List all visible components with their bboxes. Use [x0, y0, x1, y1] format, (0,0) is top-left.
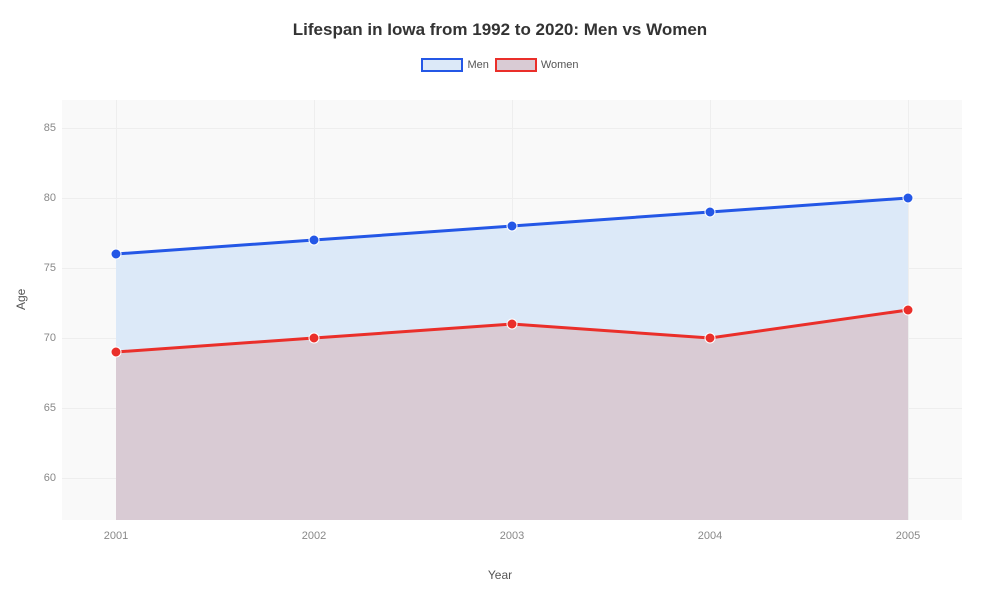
x-tick-label: 2001 [104, 530, 128, 542]
marker-women [111, 347, 121, 357]
y-tick-label: 65 [28, 402, 56, 414]
marker-women [309, 333, 319, 343]
y-tick-label: 70 [28, 332, 56, 344]
y-tick-label: 60 [28, 472, 56, 484]
x-tick-label: 2005 [896, 530, 920, 542]
legend-label-women: Women [541, 59, 579, 71]
y-tick-label: 80 [28, 192, 56, 204]
marker-men [309, 235, 319, 245]
x-tick-label: 2004 [698, 530, 722, 542]
marker-women [507, 319, 517, 329]
chart-title: Lifespan in Iowa from 1992 to 2020: Men … [0, 0, 1000, 40]
legend-swatch-men [421, 58, 463, 72]
y-axis-title: Age [14, 289, 28, 310]
x-tick-label: 2003 [500, 530, 524, 542]
chart-container: Lifespan in Iowa from 1992 to 2020: Men … [0, 0, 1000, 600]
x-tick-label: 2002 [302, 530, 326, 542]
x-axis-title: Year [0, 568, 1000, 582]
y-tick-label: 85 [28, 122, 56, 134]
legend-label-men: Men [467, 59, 488, 71]
legend-item-women: Women [495, 58, 579, 72]
legend: Men Women [0, 58, 1000, 72]
marker-men [507, 221, 517, 231]
chart-svg [62, 100, 962, 520]
marker-women [705, 333, 715, 343]
marker-men [111, 249, 121, 259]
marker-women [903, 305, 913, 315]
marker-men [705, 207, 715, 217]
legend-item-men: Men [421, 58, 488, 72]
marker-men [903, 193, 913, 203]
legend-swatch-women [495, 58, 537, 72]
plot-area: 60657075808520012002200320042005 [62, 100, 962, 520]
y-tick-label: 75 [28, 262, 56, 274]
